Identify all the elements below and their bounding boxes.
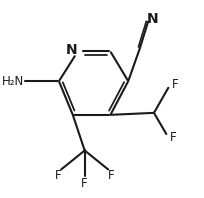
Text: F: F xyxy=(108,169,115,182)
Text: N: N xyxy=(66,43,77,57)
Text: F: F xyxy=(81,177,88,190)
Text: N: N xyxy=(147,12,158,26)
Text: H₂N: H₂N xyxy=(2,75,24,88)
Text: F: F xyxy=(171,78,178,91)
Text: F: F xyxy=(170,131,176,144)
Text: F: F xyxy=(55,169,61,182)
